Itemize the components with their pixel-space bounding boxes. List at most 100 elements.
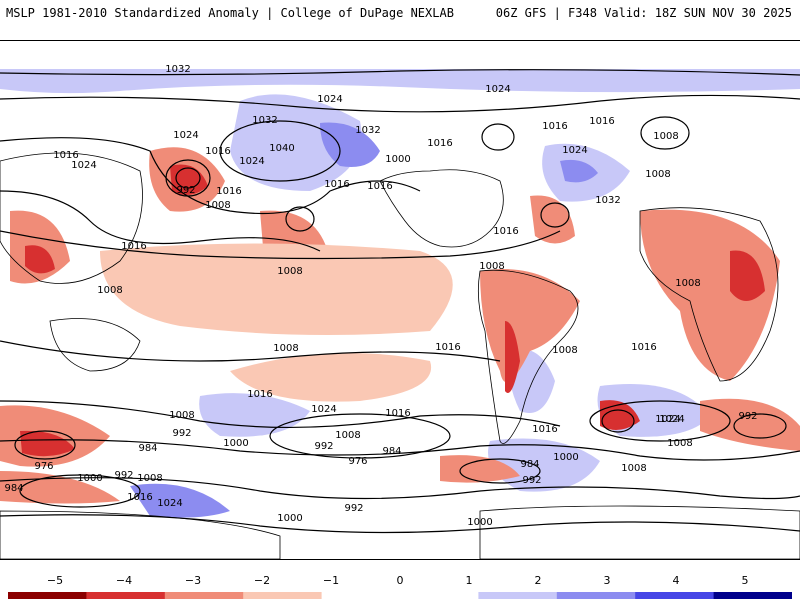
isobar-label: 984 <box>4 483 23 494</box>
isobar-line <box>0 439 800 461</box>
coast-asia <box>0 152 143 284</box>
isobar-label: 1008 <box>645 169 670 180</box>
isobar-label: 1008 <box>273 343 298 354</box>
coast-antarctica-east <box>479 505 800 559</box>
isobar-line <box>0 514 800 534</box>
isobar-label: 1040 <box>269 143 294 154</box>
isobar-label: 1008 <box>137 473 162 484</box>
coast-australia <box>49 318 141 372</box>
isobar-label: 1016 <box>589 116 614 127</box>
isobar-line <box>0 477 800 500</box>
colorbar <box>8 592 792 599</box>
anomaly-positive-alaska <box>320 122 380 167</box>
isobar-label: 1024 <box>659 414 684 425</box>
colorbar-segment <box>164 592 244 599</box>
isobar-label: 1016 <box>435 342 460 353</box>
colorbar-tick-p1: 1 <box>465 574 473 587</box>
title-bar: MSLP 1981-2010 Standardized Anomaly | Co… <box>0 0 800 30</box>
isobar-label: 992 <box>522 475 541 486</box>
mslp-anomaly-map: 1032102410241040103210321016102410161024… <box>0 64 800 559</box>
isobar-label: 992 <box>172 428 191 439</box>
isobar-label: 984 <box>520 459 539 470</box>
isobar-label: 1008 <box>621 463 646 474</box>
isobar-label: 1024 <box>157 498 182 509</box>
isobar-label: 984 <box>382 446 401 457</box>
isobar-low-south-indian <box>733 413 787 439</box>
isobar-label: 1000 <box>277 513 302 524</box>
run-info: 06Z GFS | F348 Valid: 18Z SUN NOV 30 202… <box>495 6 792 20</box>
isobar-label: 1016 <box>324 179 349 190</box>
isobar-label: 1032 <box>165 64 190 75</box>
isobar-label: 1016 <box>216 186 241 197</box>
isobar-label: 1024 <box>239 156 264 167</box>
coast-north-america <box>379 169 504 248</box>
coast-antarctica-west <box>0 510 281 559</box>
isobar-label: 1016 <box>427 138 452 149</box>
colorbar-tick-m4: −4 <box>115 574 133 587</box>
anomaly-negative-mid-atlantic <box>530 195 575 244</box>
isobar-low-south-atlantic <box>601 409 635 433</box>
isobar-label: 1024 <box>71 160 96 171</box>
colorbar-tick-m2: −2 <box>253 574 271 587</box>
anomaly-positive-antarctic <box>130 483 230 518</box>
isobar-high-south-atlantic <box>589 400 731 442</box>
isobar-label: 1024 <box>485 84 510 95</box>
isobar-line <box>0 69 800 76</box>
isobar-label: 1024 <box>311 404 336 415</box>
colorbar-segment <box>635 592 715 599</box>
isobar-label: 1024 <box>317 94 342 105</box>
isobar-label: 1024 <box>173 130 198 141</box>
anomaly-negative-south-pacific-band <box>440 455 520 483</box>
isobar-line <box>0 230 561 260</box>
isobar-low-nw-pacific-inner <box>175 167 201 189</box>
isobar-label: 1016 <box>542 121 567 132</box>
isobar-label: 992 <box>114 470 133 481</box>
isobar-label: 1008 <box>653 131 678 142</box>
isobar-label: 1016 <box>247 389 272 400</box>
isobar-label: 992 <box>314 441 333 452</box>
anomaly-negative-south-indian <box>700 398 800 451</box>
colorbar-segment <box>478 592 558 599</box>
colorbar-labels: −5 −4 −3 −2 −1 0 1 2 3 4 5 <box>0 574 800 590</box>
isobar-label: 1016 <box>53 150 78 161</box>
isobar-high-south-pacific <box>269 413 451 459</box>
isobar-label: 1016 <box>631 342 656 353</box>
colorbar-segment <box>321 592 401 599</box>
isobar-low-south-pacific <box>459 458 541 484</box>
isobar-label: 1008 <box>277 266 302 277</box>
isobar-label: 976 <box>34 461 53 472</box>
isobar-label: 1024 <box>655 414 680 425</box>
isobar-label: 1008 <box>169 410 194 421</box>
isobar-label: 1032 <box>355 125 380 136</box>
anomaly-negative-east-pacific <box>230 353 432 402</box>
anomaly-negative-asia-core <box>25 245 55 274</box>
isobar-line <box>0 94 800 113</box>
isobar-label: 1008 <box>205 200 230 211</box>
anomaly-positive-pacific <box>230 94 362 191</box>
product-title: MSLP 1981-2010 Standardized Anomaly | Co… <box>6 6 454 20</box>
isobar-label: 1032 <box>595 195 620 206</box>
isobar-label: 1000 <box>553 452 578 463</box>
anomaly-negative-andes <box>505 321 520 393</box>
isobar-line <box>0 400 561 428</box>
isobar-low-southwest <box>14 430 76 460</box>
isobar-label: 1016 <box>127 492 152 503</box>
isobar-label: 992 <box>176 185 195 196</box>
colorbar-segment <box>243 592 323 599</box>
isobar-low-north-atlantic <box>640 116 690 150</box>
isobar-label: 1016 <box>532 424 557 435</box>
isobar-label: 1016 <box>385 408 410 419</box>
anomaly-negative-tropics <box>100 243 453 335</box>
isobar-line <box>0 190 321 252</box>
isobar-label: 1016 <box>205 146 230 157</box>
isobars <box>0 69 800 534</box>
isobar-low-nw-pacific <box>165 159 211 197</box>
isobar-label: 1000 <box>385 154 410 165</box>
anomaly-positive-arctic <box>0 69 800 94</box>
isobar-label: 1016 <box>493 226 518 237</box>
isobar-low-central-pacific <box>285 206 315 232</box>
anomaly-negative-southwest-core <box>20 430 75 457</box>
colorbar-tick-p2: 2 <box>534 574 542 587</box>
colorbar-tick-m3: −3 <box>184 574 202 587</box>
isobar-label: 976 <box>348 456 367 467</box>
